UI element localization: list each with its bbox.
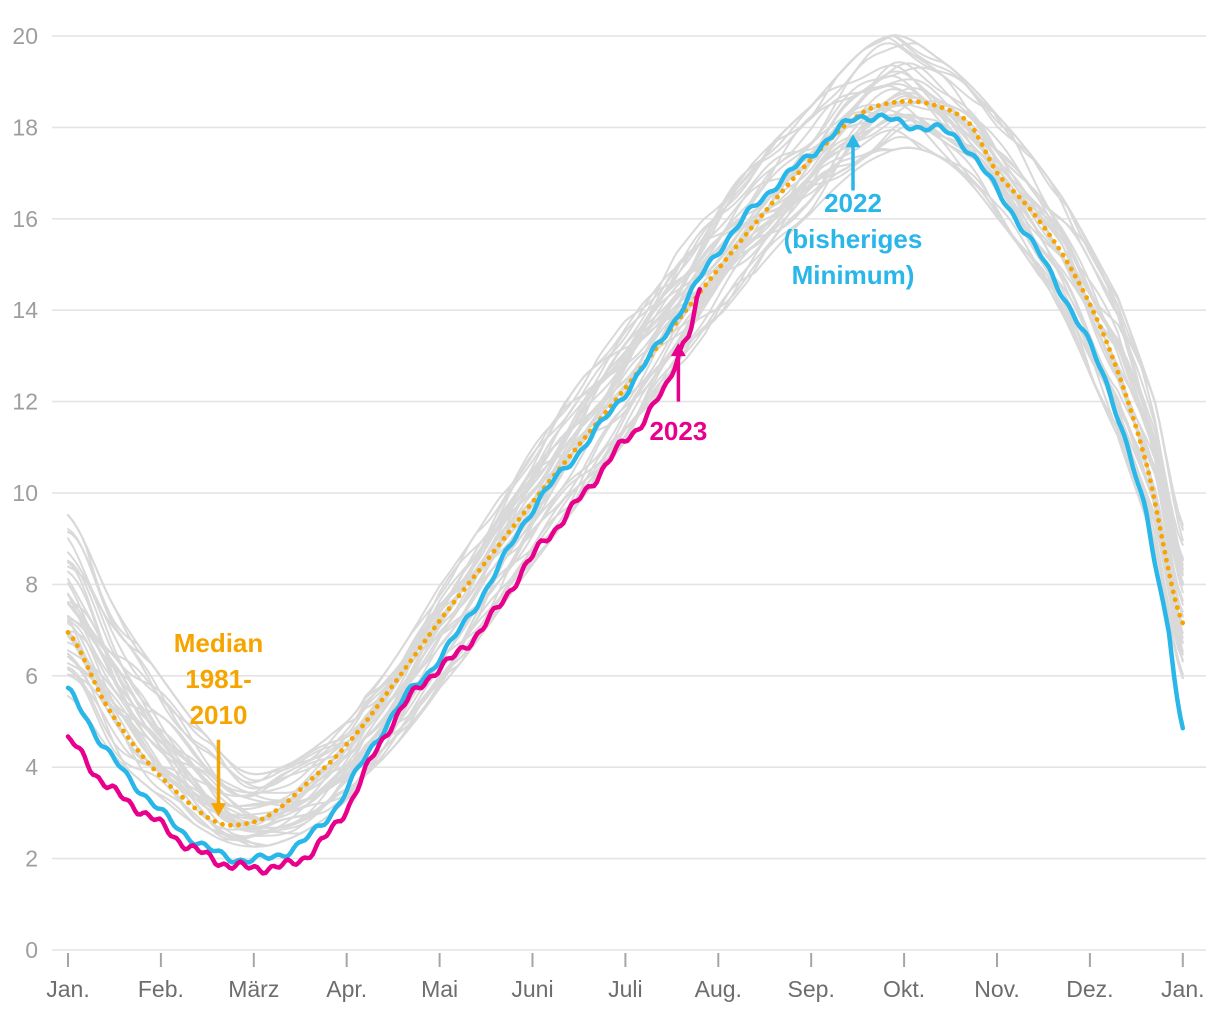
line-2023 [65, 287, 702, 876]
x-axis-label: Nov. [974, 976, 1020, 1002]
x-axis-label: März [228, 976, 279, 1002]
x-axis-label: Okt. [883, 976, 925, 1002]
x-axis-label: Mai [421, 976, 458, 1002]
x-axis-label: Apr. [326, 976, 367, 1002]
background-year-line [67, 83, 1184, 811]
y-axis-label: 16 [12, 206, 38, 232]
background-year-line [67, 100, 1184, 828]
annotation-2023-arrowhead [670, 343, 686, 357]
background-year-line [67, 129, 1184, 841]
line-2022 [65, 112, 1186, 865]
annotation-median-text: 2010 [190, 700, 248, 730]
background-year-line [67, 136, 1184, 847]
y-axis-label: 8 [25, 571, 38, 597]
y-axis-label: 4 [25, 754, 38, 780]
background-year-line [67, 146, 1184, 848]
x-axis-label: Dez. [1066, 976, 1113, 1002]
background-year-line [67, 34, 1184, 776]
annotation-median-text: Median [174, 628, 264, 658]
median-1981-2010-line [65, 98, 1186, 828]
background-year-line [67, 146, 1184, 848]
x-axis-label: Jan. [46, 976, 89, 1002]
y-axis-label: 14 [12, 297, 38, 323]
annotation-median-arrowhead [210, 803, 226, 817]
x-axis-label: Juli [608, 976, 643, 1002]
background-year-line [67, 100, 1184, 820]
x-axis-label: Juni [511, 976, 553, 1002]
annotation-2022-text: Minimum) [792, 260, 915, 290]
x-axis-label: Jan. [1161, 976, 1204, 1002]
x-axis-label: Feb. [138, 976, 184, 1002]
annotation-median-text: 1981- [185, 664, 252, 694]
x-axis-label: Aug. [695, 976, 742, 1002]
background-year-line [67, 115, 1184, 842]
background-year-line [67, 70, 1184, 808]
annotation-2022-text: (bisheriges [784, 224, 923, 254]
y-axis-label: 18 [12, 114, 38, 140]
annotation-2022-arrowhead [845, 134, 861, 148]
background-year-line [67, 102, 1184, 831]
background-year-line [67, 146, 1184, 848]
y-axis-label: 20 [12, 23, 38, 49]
annotation-2023-text: 2023 [649, 416, 707, 446]
y-axis-label: 10 [12, 480, 38, 506]
y-axis-label: 2 [25, 846, 38, 872]
annotation-2022-text: 2022 [824, 188, 882, 218]
y-axis-label: 6 [25, 663, 38, 689]
y-axis-label: 0 [25, 937, 38, 963]
background-year-line [67, 64, 1184, 794]
x-axis-label: Sep. [788, 976, 835, 1002]
y-axis-label: 12 [12, 389, 38, 415]
